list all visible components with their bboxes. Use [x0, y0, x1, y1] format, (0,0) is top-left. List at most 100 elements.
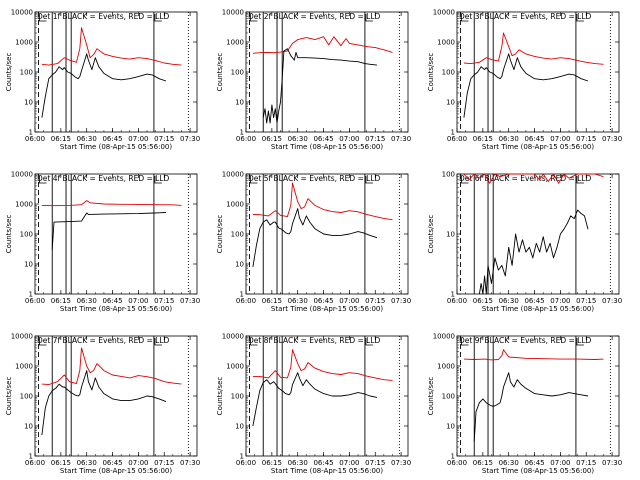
- y-tick-label: 10: [446, 99, 455, 107]
- y-tick-label: 100: [231, 393, 244, 401]
- x-tick-label: 07:30: [180, 459, 200, 467]
- y-axis-label: Counts/sec: [216, 215, 224, 254]
- panel-title: Det 8f BLACK = Events, RED = LLD: [248, 336, 381, 345]
- corner-marker: [250, 176, 258, 184]
- corner-marker: [39, 14, 47, 22]
- y-tick-label: 100: [20, 393, 33, 401]
- plot-frame: [34, 173, 198, 295]
- x-tick-label: 06:30: [499, 459, 519, 467]
- y-tick-label: 10: [235, 261, 244, 269]
- panel-title: Det 6f BLACK = Events, RED = LLD: [459, 174, 592, 183]
- series-line-events: [463, 53, 589, 118]
- x-tick-label: 07:00: [550, 297, 570, 305]
- y-tick-label: 1000: [226, 39, 244, 47]
- y-tick-label: 1: [451, 291, 455, 299]
- series-line-lld: [41, 200, 182, 207]
- corner-marker: [461, 338, 469, 346]
- x-axis-label: Start Time (08-Apr-15 05:56:00): [60, 467, 172, 475]
- y-tick-label: 100: [442, 69, 455, 77]
- panel-title: Det 3f BLACK = Events, RED = LLD: [459, 12, 592, 21]
- x-tick-label: 07:00: [339, 135, 359, 143]
- y-tick-label: 1: [29, 453, 33, 461]
- x-tick-label: 06:45: [102, 459, 122, 467]
- y-tick-label: 10: [446, 423, 455, 431]
- series-line-lld: [41, 347, 182, 386]
- series-line-events: [41, 370, 167, 436]
- x-tick-label: 06:30: [288, 297, 308, 305]
- x-axis-label: Start Time (08-Apr-15 05:56:00): [482, 467, 594, 475]
- y-tick-label: 100: [231, 69, 244, 77]
- y-tick-label: 1000: [15, 363, 33, 371]
- x-tick-label: 06:45: [102, 297, 122, 305]
- panel-det-6: Det 6f BLACK = Events, RED = LLD 1 10 100 Co…: [427, 171, 622, 314]
- x-axis-label: Start Time (08-Apr-15 05:56:00): [482, 305, 594, 313]
- panel-det-8: Det 8f BLACK = Events, RED = LLD 1 10 100 10…: [216, 333, 411, 476]
- y-tick-label: 10: [446, 231, 455, 239]
- series-line-events: [252, 372, 378, 427]
- corner-marker: [461, 14, 469, 22]
- plot-frame: [456, 173, 620, 295]
- x-tick-label: 06:15: [51, 459, 71, 467]
- plot-frame: [34, 11, 198, 133]
- y-tick-label: 1: [29, 291, 33, 299]
- x-tick-label: 07:15: [576, 459, 596, 467]
- corner-marker: [365, 14, 373, 22]
- series-line-events: [478, 209, 589, 295]
- x-tick-label: 06:00: [25, 459, 45, 467]
- x-axis-label: Start Time (08-Apr-15 05:56:00): [60, 305, 172, 313]
- y-axis-label: Counts/sec: [427, 377, 435, 416]
- panel-det-1: Det 1f BLACK = Events, RED = LLD 1 10 100 10…: [5, 9, 200, 152]
- panel-title: Det 7f BLACK = Events, RED = LLD: [37, 336, 170, 345]
- x-tick-label: 07:30: [602, 459, 622, 467]
- x-tick-label: 06:45: [102, 135, 122, 143]
- y-tick-label: 10000: [433, 9, 455, 17]
- y-axis-label: Counts/sec: [5, 377, 13, 416]
- x-tick-label: 06:00: [236, 297, 256, 305]
- x-tick-label: 06:15: [262, 297, 282, 305]
- panel-det-9: Det 9f BLACK = Events, RED = LLD 1 10 100 10…: [427, 333, 622, 476]
- x-axis-label: Start Time (08-Apr-15 05:56:00): [271, 143, 383, 151]
- x-tick-label: 06:45: [524, 297, 544, 305]
- x-axis-label: Start Time (08-Apr-15 05:56:00): [271, 467, 383, 475]
- y-tick-label: 100: [231, 231, 244, 239]
- panel-det-2: Det 2f BLACK = Events, RED = LLD 1 10 100 10…: [216, 9, 411, 152]
- plot-frame: [245, 173, 409, 295]
- x-tick-label: 07:30: [602, 135, 622, 143]
- y-tick-label: 1000: [226, 363, 244, 371]
- x-tick-label: 06:30: [288, 135, 308, 143]
- x-tick-label: 07:00: [550, 459, 570, 467]
- y-tick-label: 10: [24, 99, 33, 107]
- y-tick-label: 1: [451, 129, 455, 137]
- plot-frame: [245, 11, 409, 133]
- corner-marker: [154, 338, 162, 346]
- panel-det-3: Det 3f BLACK = Events, RED = LLD 1 10 100 10…: [427, 9, 622, 152]
- x-tick-label: 07:15: [154, 135, 174, 143]
- x-tick-label: 06:45: [313, 459, 333, 467]
- x-tick-label: 07:00: [339, 297, 359, 305]
- series-line-lld: [252, 182, 393, 221]
- x-tick-label: 06:15: [51, 297, 71, 305]
- x-axis-label: Start Time (08-Apr-15 05:56:00): [482, 143, 594, 151]
- x-tick-label: 06:30: [77, 459, 97, 467]
- x-tick-label: 06:15: [262, 459, 282, 467]
- y-tick-label: 1000: [15, 39, 33, 47]
- y-tick-label: 1: [451, 453, 455, 461]
- x-tick-label: 06:45: [313, 135, 333, 143]
- corner-marker: [39, 338, 47, 346]
- y-tick-label: 1000: [226, 201, 244, 209]
- series-line-events: [41, 53, 167, 118]
- x-tick-label: 06:15: [473, 135, 493, 143]
- y-tick-label: 10: [235, 99, 244, 107]
- x-tick-label: 06:00: [447, 297, 467, 305]
- panel-title: Det 2f BLACK = Events, RED = LLD: [248, 12, 381, 21]
- y-tick-label: 1: [240, 291, 244, 299]
- corner-marker: [250, 14, 258, 22]
- y-tick-label: 10000: [11, 9, 33, 17]
- panel-title: Det 1f BLACK = Events, RED = LLD: [37, 12, 170, 21]
- x-tick-label: 06:30: [499, 297, 519, 305]
- corner-marker: [365, 176, 373, 184]
- y-tick-label: 100: [442, 393, 455, 401]
- corner-marker: [154, 14, 162, 22]
- x-tick-label: 06:00: [236, 459, 256, 467]
